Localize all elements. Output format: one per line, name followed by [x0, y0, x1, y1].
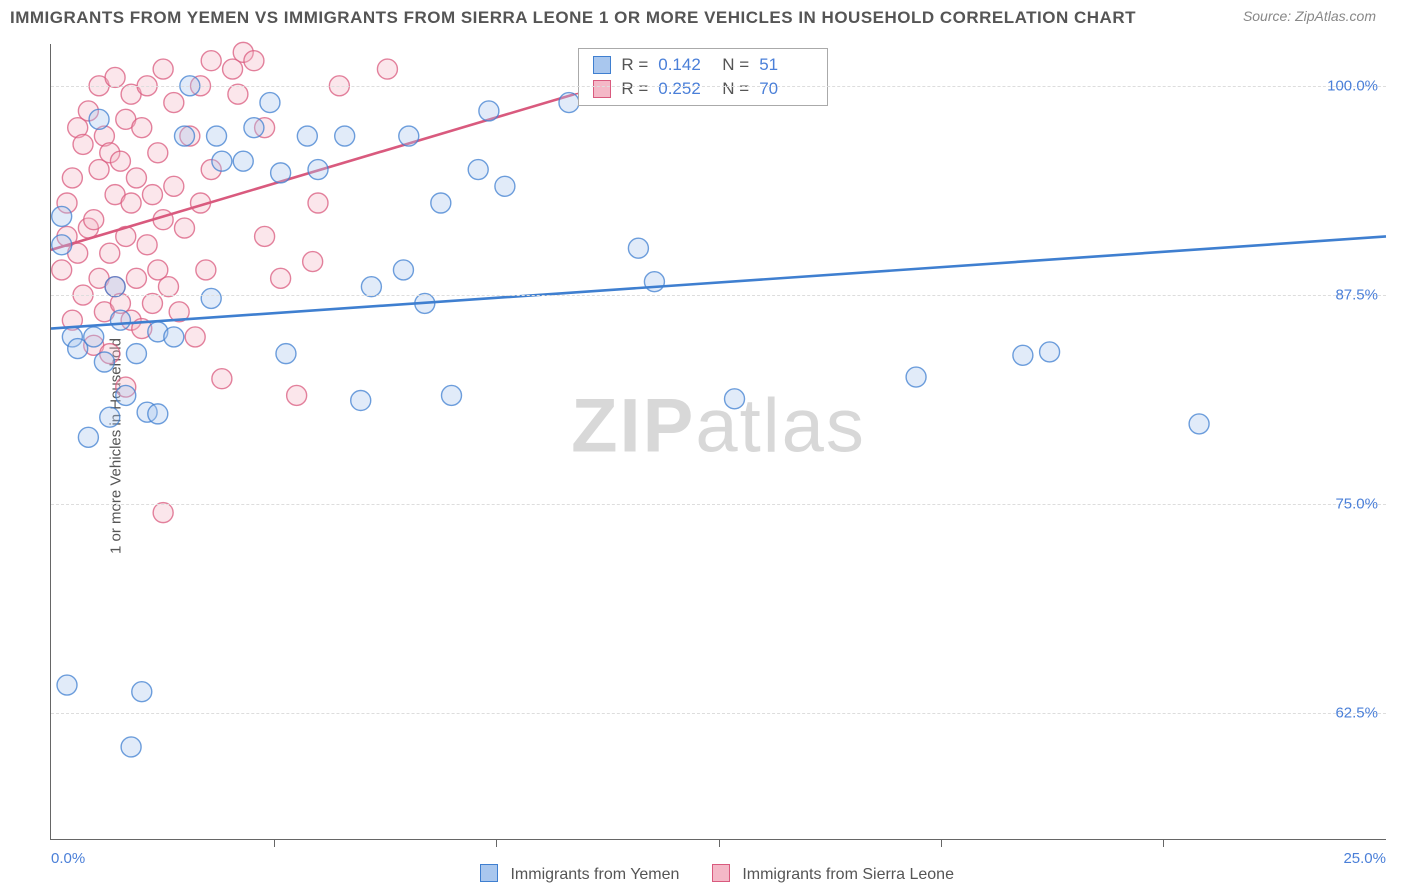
- source-label: Source: ZipAtlas.com: [1243, 8, 1376, 24]
- legend-bottom: Immigrants from Yemen Immigrants from Si…: [0, 864, 1406, 884]
- stats-box: R = 0.142 N = 51 R = 0.252 N = 70: [578, 48, 828, 106]
- legend-label-yemen: Immigrants from Yemen: [510, 866, 679, 883]
- legend-label-sierra-leone: Immigrants from Sierra Leone: [742, 866, 954, 883]
- plot-svg: [51, 44, 1386, 839]
- y-tick-label: 100.0%: [1327, 77, 1378, 94]
- legend-swatch-sierra-leone: [712, 864, 730, 882]
- chart-title: IMMIGRANTS FROM YEMEN VS IMMIGRANTS FROM…: [10, 8, 1136, 28]
- stats-swatch-yemen: [593, 56, 611, 74]
- y-tick-label: 62.5%: [1335, 705, 1378, 722]
- legend-swatch-yemen: [480, 864, 498, 882]
- y-tick-label: 87.5%: [1335, 287, 1378, 304]
- plot-area: ZIPatlas R = 0.142 N = 51 R = 0.252 N = …: [50, 44, 1386, 840]
- stats-swatch-sierra-leone: [593, 80, 611, 98]
- y-tick-label: 75.0%: [1335, 496, 1378, 513]
- chart-frame: ZIPatlas R = 0.142 N = 51 R = 0.252 N = …: [50, 44, 1386, 840]
